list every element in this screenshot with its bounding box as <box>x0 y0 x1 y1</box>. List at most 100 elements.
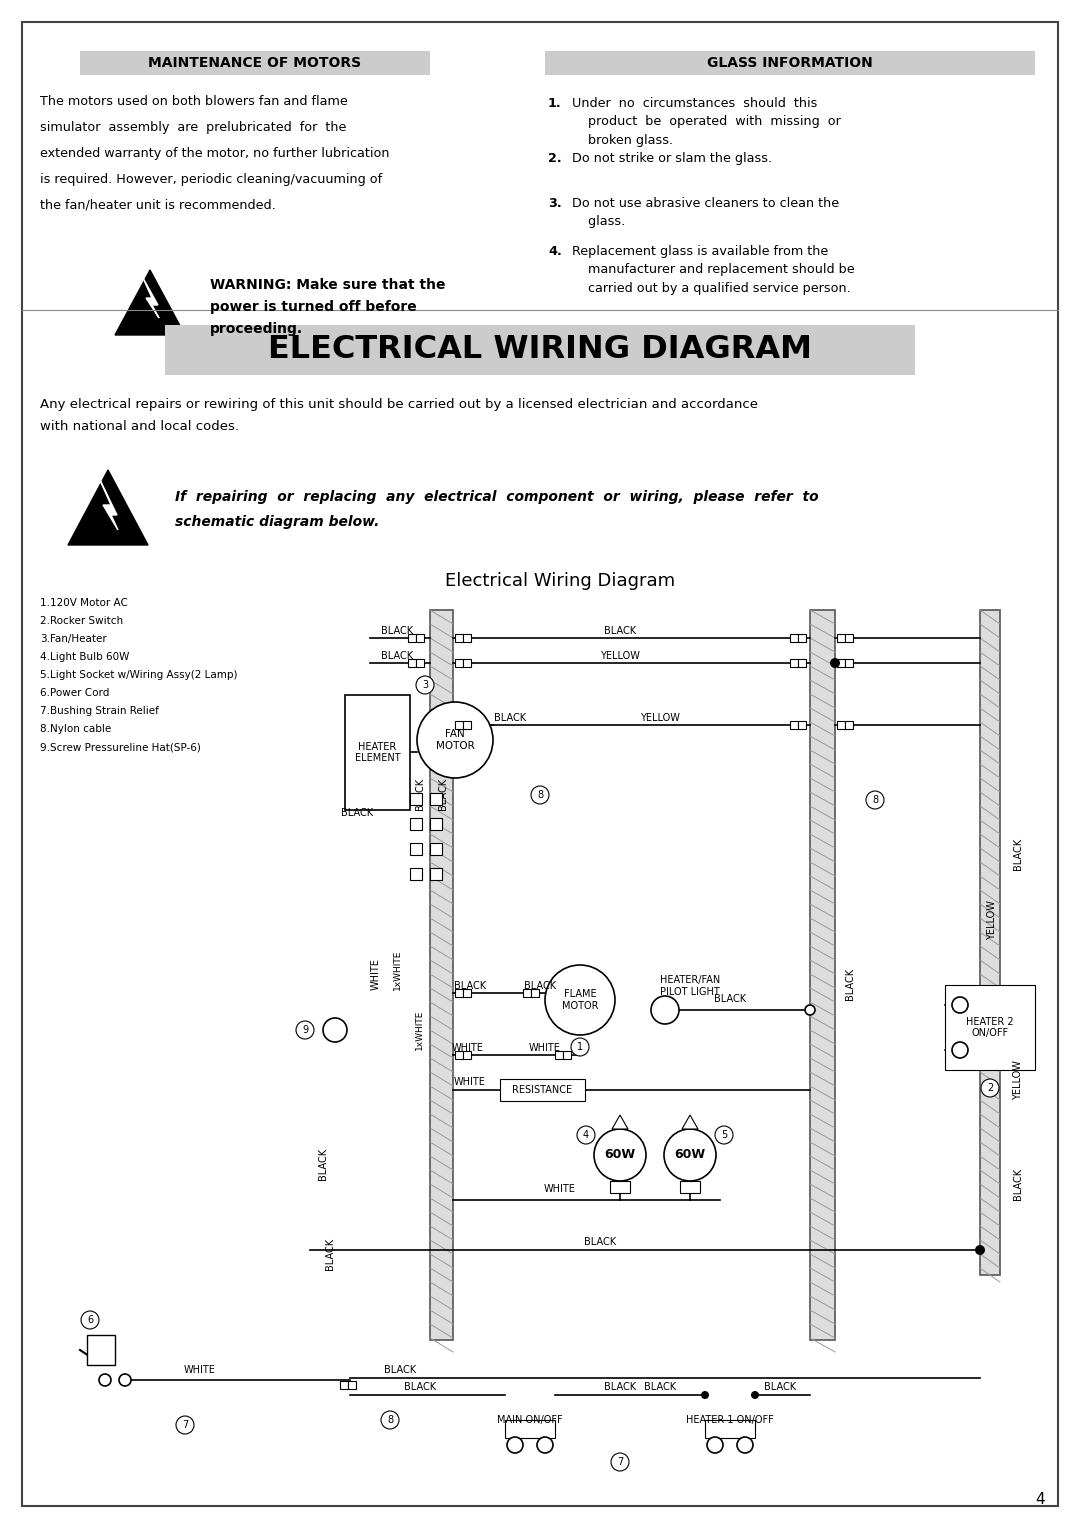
Bar <box>455 634 463 642</box>
Circle shape <box>296 1021 314 1039</box>
Circle shape <box>831 659 840 668</box>
Circle shape <box>701 1390 708 1400</box>
Polygon shape <box>143 278 159 318</box>
Bar <box>340 1381 348 1389</box>
Circle shape <box>951 996 968 1013</box>
Bar <box>410 843 422 856</box>
Circle shape <box>416 675 434 694</box>
Circle shape <box>715 1126 733 1144</box>
Bar <box>430 610 453 1340</box>
Text: FAN
MOTOR: FAN MOTOR <box>435 729 474 750</box>
Text: BLACK: BLACK <box>714 995 746 1004</box>
Bar <box>87 1335 114 1365</box>
Text: with national and local codes.: with national and local codes. <box>40 420 239 432</box>
Text: HEATER/FAN
PILOT LIGHT: HEATER/FAN PILOT LIGHT <box>660 975 720 996</box>
Circle shape <box>323 1018 347 1042</box>
Text: Replacement glass is available from the
    manufacturer and replacement should : Replacement glass is available from the … <box>572 244 854 295</box>
Bar <box>416 659 424 668</box>
Text: the fan/heater unit is recommended.: the fan/heater unit is recommended. <box>40 199 275 212</box>
Text: BLACK: BLACK <box>524 981 556 992</box>
Text: MAIN ON/OFF: MAIN ON/OFF <box>497 1415 563 1426</box>
Text: Under  no  circumstances  should  this
    product  be  operated  with  missing : Under no circumstances should this produ… <box>572 96 841 147</box>
Circle shape <box>176 1416 194 1433</box>
Text: 8.Nylon cable: 8.Nylon cable <box>40 724 111 733</box>
Text: BLACK: BLACK <box>584 1238 616 1247</box>
Bar <box>837 659 845 668</box>
Text: BLACK: BLACK <box>604 1381 636 1392</box>
Text: 3.Fan/Heater: 3.Fan/Heater <box>40 634 107 643</box>
Text: 6: 6 <box>86 1316 93 1325</box>
Text: WHITE: WHITE <box>372 958 381 990</box>
Bar <box>463 659 471 668</box>
Text: power is turned off before: power is turned off before <box>210 299 417 313</box>
Text: 9.Screw Pressureline Hat(SP-6): 9.Screw Pressureline Hat(SP-6) <box>40 743 201 752</box>
Text: 3: 3 <box>422 680 428 691</box>
Bar <box>463 1051 471 1059</box>
Text: WHITE: WHITE <box>529 1044 561 1053</box>
Text: 3.: 3. <box>548 197 562 209</box>
Bar <box>531 989 539 996</box>
Text: 1.: 1. <box>548 96 562 110</box>
Polygon shape <box>681 1115 698 1129</box>
Text: WARNING: Make sure that the: WARNING: Make sure that the <box>210 278 446 292</box>
Text: 4: 4 <box>583 1131 589 1140</box>
Bar <box>789 659 798 668</box>
Text: 60W: 60W <box>605 1149 635 1161</box>
Text: WHITE: WHITE <box>453 1044 484 1053</box>
Text: 1xWHITE: 1xWHITE <box>392 949 402 990</box>
Text: Do not strike or slam the glass.: Do not strike or slam the glass. <box>572 151 772 165</box>
Text: 7: 7 <box>617 1458 623 1467</box>
Bar <box>789 634 798 642</box>
Text: 6.Power Cord: 6.Power Cord <box>40 688 109 698</box>
Text: 8: 8 <box>872 795 878 805</box>
Polygon shape <box>612 1115 627 1129</box>
Circle shape <box>571 1038 589 1056</box>
Text: 2.Rocker Switch: 2.Rocker Switch <box>40 616 123 626</box>
Text: BLACK: BLACK <box>325 1238 335 1270</box>
Circle shape <box>707 1436 723 1453</box>
Text: 2: 2 <box>987 1083 994 1093</box>
Bar <box>455 989 463 996</box>
Bar <box>80 50 430 75</box>
Bar <box>845 634 853 642</box>
Text: extended warranty of the motor, no further lubrication: extended warranty of the motor, no furth… <box>40 147 390 160</box>
Circle shape <box>537 1436 553 1453</box>
Text: BLACK: BLACK <box>1013 837 1023 869</box>
Text: 1xWHITE: 1xWHITE <box>415 1010 423 1050</box>
Bar <box>845 721 853 729</box>
Circle shape <box>381 1410 399 1429</box>
Circle shape <box>507 1436 523 1453</box>
Text: HEATER 2
ON/OFF: HEATER 2 ON/OFF <box>967 1016 1014 1039</box>
Text: BLACK: BLACK <box>404 1381 436 1392</box>
Bar <box>348 1381 356 1389</box>
Circle shape <box>981 1079 999 1097</box>
Bar <box>455 721 463 729</box>
Text: BLACK: BLACK <box>381 651 413 662</box>
Bar <box>705 1420 755 1438</box>
Bar <box>430 793 442 805</box>
Bar <box>430 817 442 830</box>
Text: BLACK: BLACK <box>1013 1167 1023 1199</box>
Text: 1.120V Motor AC: 1.120V Motor AC <box>40 597 127 608</box>
Circle shape <box>119 1374 131 1386</box>
Text: 60W: 60W <box>674 1149 705 1161</box>
Text: The motors used on both blowers fan and flame: The motors used on both blowers fan and … <box>40 95 348 108</box>
Circle shape <box>81 1311 99 1329</box>
Text: YELLOW: YELLOW <box>640 714 680 723</box>
Text: WHITE: WHITE <box>454 1077 486 1086</box>
Bar <box>408 634 416 642</box>
Text: 2.: 2. <box>548 151 562 165</box>
Text: Do not use abrasive cleaners to clean the
    glass.: Do not use abrasive cleaners to clean th… <box>572 197 839 229</box>
Text: 4.: 4. <box>548 244 562 258</box>
Bar <box>416 634 424 642</box>
Bar <box>463 721 471 729</box>
Bar <box>165 325 915 374</box>
Text: BLACK: BLACK <box>604 626 636 636</box>
Bar <box>545 50 1035 75</box>
Bar <box>523 989 531 996</box>
Bar <box>789 721 798 729</box>
Text: BLACK: BLACK <box>494 714 526 723</box>
Bar <box>430 843 442 856</box>
Text: schematic diagram below.: schematic diagram below. <box>175 515 379 529</box>
Circle shape <box>594 1129 646 1181</box>
